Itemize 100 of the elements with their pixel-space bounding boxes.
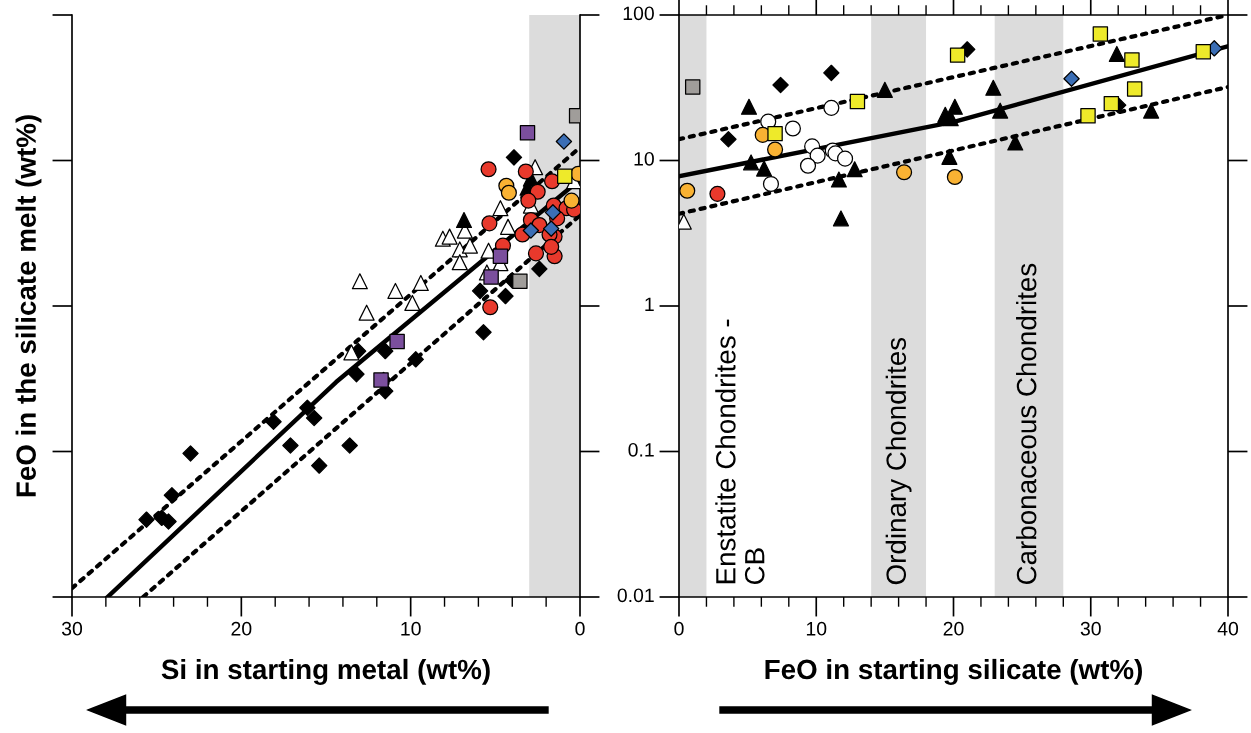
x-tick-label: 30 <box>61 621 83 636</box>
point <box>756 160 773 177</box>
y-tick-label: 0.1 <box>628 442 654 457</box>
point <box>832 210 850 227</box>
x-tick-label: 20 <box>943 621 964 636</box>
point <box>837 150 854 167</box>
x-tick-label: 0 <box>575 621 585 636</box>
band-label: Ordinary Chondrites <box>885 337 912 585</box>
point <box>557 168 573 184</box>
point <box>1103 95 1120 112</box>
point <box>471 282 489 300</box>
point <box>505 149 523 166</box>
point <box>512 273 528 289</box>
x-tick-label: 30 <box>1080 621 1101 636</box>
point <box>684 79 701 95</box>
point <box>679 213 692 230</box>
point <box>358 304 375 321</box>
point <box>772 76 789 94</box>
point <box>481 215 498 232</box>
point <box>265 413 282 431</box>
point <box>949 47 966 63</box>
point <box>182 445 199 462</box>
point <box>441 228 458 245</box>
point <box>497 287 514 305</box>
x-tick-label: 20 <box>231 621 252 636</box>
x-axis-title: Si in starting metal (wt%) <box>161 658 490 685</box>
point <box>343 344 360 361</box>
point <box>389 333 405 350</box>
x-tick-label: 0 <box>674 621 684 636</box>
point <box>946 98 963 115</box>
point <box>823 99 840 116</box>
point <box>767 125 783 142</box>
point <box>1080 108 1096 124</box>
point <box>985 79 1002 96</box>
point <box>563 192 580 209</box>
point <box>1124 52 1140 68</box>
x-tick-label: 40 <box>1217 621 1239 636</box>
point <box>992 102 1009 119</box>
point <box>517 163 534 180</box>
point <box>849 93 866 110</box>
point <box>896 164 913 181</box>
y-tick-label: 10 <box>634 151 654 166</box>
y-tick-label: 100 <box>623 6 654 21</box>
point <box>543 238 560 255</box>
point <box>830 171 847 188</box>
band-label: Enstatite Chondrites - CB <box>715 319 765 585</box>
point <box>482 299 499 316</box>
point <box>784 120 801 137</box>
point <box>1126 81 1143 97</box>
point <box>138 511 155 528</box>
point <box>740 98 758 115</box>
point <box>499 218 517 235</box>
point <box>387 282 404 299</box>
point <box>846 161 863 178</box>
point <box>351 273 368 290</box>
point <box>407 351 424 368</box>
point <box>531 260 548 278</box>
point <box>404 294 421 311</box>
point <box>941 148 958 165</box>
point <box>520 192 537 209</box>
point <box>709 185 726 202</box>
point <box>767 141 784 158</box>
band-label: Carbonaceous Chondrites <box>1016 263 1037 585</box>
point <box>461 237 479 254</box>
point <box>876 81 893 98</box>
point <box>310 457 328 474</box>
point <box>492 200 509 217</box>
point <box>1063 70 1080 87</box>
point <box>455 211 473 229</box>
y-tick-label: 0.01 <box>617 588 654 603</box>
point <box>544 204 562 221</box>
point <box>799 157 817 174</box>
y-tick-label: 1 <box>645 297 654 312</box>
point <box>348 365 365 383</box>
point <box>742 154 760 171</box>
point <box>720 131 737 148</box>
point <box>1143 102 1160 119</box>
point <box>946 168 963 186</box>
point <box>1092 26 1109 42</box>
point <box>451 254 468 271</box>
point <box>527 245 545 262</box>
point <box>1195 43 1212 60</box>
point <box>475 324 492 341</box>
point <box>542 220 560 237</box>
point <box>299 399 316 416</box>
point <box>483 269 499 285</box>
point <box>282 437 299 454</box>
y-axis-title: FeO in the silicate melt (wt%) <box>15 115 42 497</box>
point <box>163 487 181 504</box>
point <box>762 175 780 193</box>
point <box>519 125 536 141</box>
point <box>412 274 429 292</box>
point <box>679 182 696 199</box>
point <box>500 184 517 201</box>
point <box>480 161 497 178</box>
point <box>1108 45 1125 63</box>
point <box>555 133 573 150</box>
point <box>492 248 509 264</box>
point <box>522 222 540 239</box>
point <box>823 64 840 82</box>
